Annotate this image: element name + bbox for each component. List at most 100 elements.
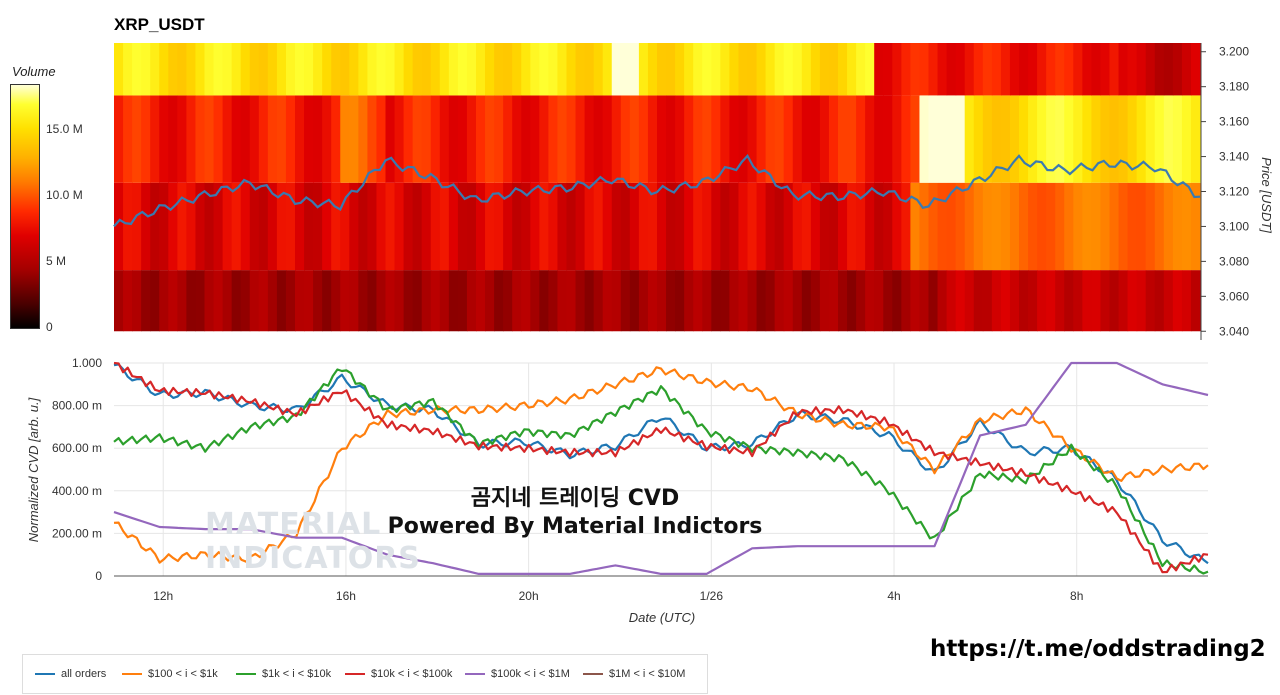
heatmap-cell xyxy=(1028,182,1038,271)
heatmap-cell xyxy=(792,182,803,271)
heatmap-cell xyxy=(801,182,812,271)
legend-item[interactable]: $1M < i < $10M xyxy=(583,668,685,680)
heatmap-cell xyxy=(711,270,721,332)
heatmap-cell xyxy=(765,95,776,183)
heatmap-cell xyxy=(548,43,559,96)
heatmap-cell xyxy=(955,95,966,183)
heatmap-cell xyxy=(512,182,522,271)
heatmap-cell xyxy=(602,182,613,271)
heatmap-cell xyxy=(412,182,423,271)
heatmap-cell xyxy=(204,43,215,96)
legend-item[interactable]: $10k < i < $100k xyxy=(345,668,452,680)
cvd-series-line xyxy=(113,361,1209,574)
heatmap-cell xyxy=(466,43,477,96)
heatmap-cell xyxy=(856,270,866,332)
heatmap-cell xyxy=(1055,182,1065,271)
heatmap-cell xyxy=(1154,182,1165,271)
heatmap-cell xyxy=(1046,182,1056,271)
heatmap-cell xyxy=(494,43,504,96)
heatmap-cell xyxy=(620,182,631,271)
heatmap-cell xyxy=(720,95,730,183)
heatmap-cell xyxy=(141,270,151,332)
cvd-y-tick-label: 1.000 xyxy=(72,356,102,370)
heatmap-cell xyxy=(964,270,975,332)
price-tick-label: 3.120 xyxy=(1219,185,1249,199)
heatmap-cell xyxy=(240,270,251,332)
heatmap-cell xyxy=(476,182,486,271)
heatmap-cell xyxy=(1046,270,1056,332)
cvd-x-tick-label: 12h xyxy=(153,589,173,603)
heatmap-cell xyxy=(512,270,522,332)
heatmap-cell xyxy=(702,182,712,271)
heatmap-cell xyxy=(819,95,830,183)
heatmap-cell xyxy=(856,43,866,96)
heatmap-cell xyxy=(557,270,568,332)
heatmap-cell xyxy=(457,95,468,183)
heatmap-cell xyxy=(503,95,513,183)
heatmap-cell xyxy=(376,182,387,271)
heatmap-cell xyxy=(729,95,740,183)
heatmap-cell xyxy=(611,43,622,96)
heatmap-cell xyxy=(213,43,224,96)
heatmap-cell xyxy=(168,270,178,332)
heatmap-cell xyxy=(548,95,559,183)
heatmap-cell xyxy=(638,95,649,183)
heatmap-cell xyxy=(159,95,169,183)
heatmap-cell xyxy=(575,43,586,96)
heatmap-cell xyxy=(403,95,414,183)
heatmap-cell xyxy=(675,43,685,96)
heatmap-cell xyxy=(684,182,694,271)
heatmap-cell xyxy=(132,182,142,271)
overlay-title: 곰지네 트레이딩 CVD xyxy=(470,486,680,511)
heatmap-cell xyxy=(231,43,242,96)
heatmap-cell xyxy=(512,43,522,96)
heatmap-cell xyxy=(168,95,178,183)
heatmap-cell xyxy=(1100,95,1111,183)
heatmap-cell xyxy=(1136,95,1147,183)
colorbar-tick: 15.0 M xyxy=(46,122,83,136)
heatmap-cell xyxy=(141,95,151,183)
heatmap-cell xyxy=(910,43,921,96)
heatmap-cell xyxy=(1091,182,1102,271)
heatmap-cell xyxy=(448,270,459,332)
heatmap-cell xyxy=(340,95,350,183)
heatmap-cell xyxy=(295,182,305,271)
heatmap-cell xyxy=(982,95,993,183)
heatmap-cell xyxy=(756,182,767,271)
heatmap-cell xyxy=(548,270,559,332)
heatmap-cell xyxy=(195,182,206,271)
heatmap-cell xyxy=(865,182,875,271)
heatmap-cell xyxy=(801,95,812,183)
heatmap-cell xyxy=(765,43,776,96)
heatmap-cell xyxy=(684,95,694,183)
telegram-link[interactable]: https://t.me/oddstrading2 xyxy=(930,636,1266,662)
heatmap-cell xyxy=(439,95,450,183)
heatmap-cell xyxy=(385,43,396,96)
heatmap-cell xyxy=(883,182,893,271)
heatmap-cell xyxy=(150,270,160,332)
heatmap-cell xyxy=(973,43,984,96)
heatmap-cell xyxy=(810,270,821,332)
heatmap-cell xyxy=(521,43,531,96)
heatmap-cell xyxy=(322,43,332,96)
legend-item[interactable]: all orders xyxy=(35,668,106,680)
legend-item[interactable]: $1k < i < $10k xyxy=(236,668,331,680)
cvd-axes: Date (UTC) Normalized CVD [arb. u.] xyxy=(26,397,1208,625)
heatmap-cell xyxy=(629,43,640,96)
heatmap-cell xyxy=(1009,182,1020,271)
heatmap-cell xyxy=(276,95,287,183)
heatmap-cell xyxy=(539,182,549,271)
heatmap-cell xyxy=(267,270,278,332)
legend-item[interactable]: $100k < i < $1M xyxy=(465,668,570,680)
heatmap-cell xyxy=(1190,182,1201,271)
legend-item[interactable]: $100 < i < $1k xyxy=(122,668,218,680)
heatmap-cell xyxy=(774,95,785,183)
heatmap-cell xyxy=(412,43,423,96)
heatmap-cell xyxy=(322,182,332,271)
heatmap-cell xyxy=(258,95,269,183)
heatmap-cell xyxy=(159,182,169,271)
heatmap-cell xyxy=(457,43,468,96)
heatmap-cell xyxy=(756,43,767,96)
heatmap-cell xyxy=(195,95,206,183)
heatmap-cell xyxy=(141,43,151,96)
